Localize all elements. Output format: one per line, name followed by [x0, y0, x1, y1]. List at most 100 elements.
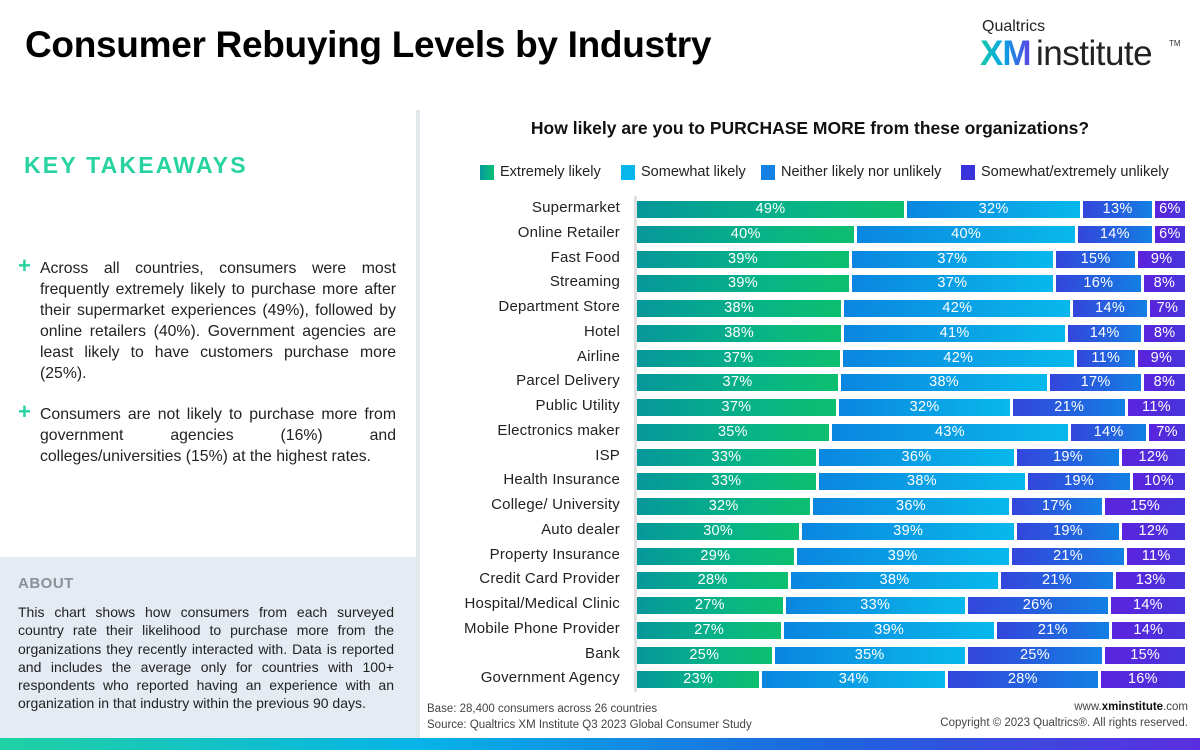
- bar-neither: 15%: [1055, 250, 1136, 268]
- footer-notes: Base: 28,400 consumers across 26 countri…: [427, 702, 752, 733]
- data-label: 7%: [1156, 423, 1178, 440]
- category-label: Public Utility: [535, 397, 620, 414]
- data-label: 28%: [1007, 671, 1038, 688]
- data-label: 33%: [860, 597, 891, 613]
- category-label: Airline: [576, 347, 620, 365]
- data-label: 33%: [711, 448, 742, 465]
- bar-unlikely: 6%: [1154, 225, 1185, 243]
- data-label: 28%: [697, 572, 728, 589]
- bar-unlikely: 12%: [1121, 522, 1185, 540]
- about-text: This chart shows how consumers from each…: [18, 604, 394, 712]
- data-label: 38%: [724, 300, 755, 316]
- data-label: 15%: [1130, 498, 1161, 514]
- data-label: 39%: [874, 621, 905, 638]
- legend-swatch: [761, 164, 775, 180]
- data-label: 38%: [724, 324, 755, 341]
- data-label: 37%: [722, 374, 753, 391]
- bar-neither: 19%: [1017, 448, 1119, 466]
- bar-unlikely: 8%: [1143, 275, 1185, 293]
- bar-somewhat-likely: 38%: [818, 473, 1026, 491]
- chart-title: How likely are you to PURCHASE MORE from…: [530, 118, 1090, 138]
- data-label: 10%: [1143, 473, 1174, 490]
- bar-unlikely: 15%: [1105, 646, 1185, 664]
- category-label: College/ University: [491, 496, 620, 513]
- website-link[interactable]: www.xminstitute.com: [940, 700, 1188, 716]
- data-label: 14%: [1095, 300, 1126, 316]
- copyright-text: Copyright © 2023 Qualtrics®. All rights …: [940, 716, 1188, 729]
- data-label: 25%: [1020, 646, 1050, 663]
- data-label: 36%: [901, 448, 932, 465]
- data-label: 37%: [723, 349, 754, 366]
- data-label: 32%: [708, 498, 739, 514]
- data-label: 14%: [1089, 324, 1120, 341]
- data-label: 41%: [939, 324, 970, 341]
- data-label: 19%: [1053, 448, 1083, 465]
- data-label: 37%: [937, 275, 968, 292]
- bar-unlikely: 6%: [1154, 201, 1185, 218]
- data-label: 14%: [1093, 423, 1124, 440]
- data-label: 25%: [689, 646, 720, 663]
- bar-neither: 14%: [1067, 324, 1142, 342]
- bar-unlikely: 11%: [1127, 399, 1185, 416]
- bar-extremely-likely: 35%: [637, 423, 829, 441]
- legend-item-extremely-likely: Extremely likely: [480, 162, 601, 182]
- bar-extremely-likely: 40%: [637, 225, 855, 243]
- data-label: 21%: [1042, 572, 1072, 589]
- data-label: 29%: [700, 547, 731, 564]
- bar-unlikely: 10%: [1132, 473, 1185, 491]
- plus-icon: +: [18, 253, 31, 278]
- legend-swatch: [621, 164, 635, 180]
- data-label: 38%: [879, 572, 910, 589]
- plus-icon: +: [18, 399, 31, 424]
- data-label: 32%: [909, 399, 940, 415]
- data-label: 12%: [1138, 448, 1169, 465]
- bar-extremely-likely: 32%: [637, 498, 811, 515]
- legend-swatch: [961, 164, 975, 180]
- category-label: Online Retailer: [517, 223, 620, 241]
- category-label: ISP: [595, 446, 620, 464]
- bar-unlikely: 8%: [1144, 324, 1185, 342]
- data-label: 15%: [1130, 646, 1161, 663]
- about-panel: ABOUT This chart shows how consumers fro…: [0, 557, 416, 745]
- stacked-bar-chart: Supermarket 49% 32% 13% 6% Online Retailer 40%…: [420, 196, 1200, 692]
- data-label: 11%: [1141, 547, 1171, 564]
- bar-somewhat-likely: 41%: [844, 324, 1065, 342]
- bar-neither: 14%: [1073, 300, 1147, 317]
- data-label: 33%: [711, 473, 742, 490]
- bar-somewhat-likely: 38%: [791, 572, 998, 590]
- bar-neither: 14%: [1077, 225, 1152, 243]
- data-label: 35%: [717, 423, 748, 440]
- data-label: 15%: [1080, 250, 1111, 267]
- legend-item-unlikely: Somewhat/extremely unlikely: [961, 162, 1169, 182]
- data-label: 11%: [1142, 399, 1171, 415]
- data-label: 9%: [1150, 349, 1173, 366]
- data-label: 13%: [1102, 201, 1133, 217]
- logo-xm-text: XM: [980, 34, 1031, 73]
- bar-neither: 11%: [1076, 349, 1135, 367]
- data-label: 17%: [1042, 498, 1072, 514]
- bar-unlikely: 14%: [1110, 597, 1185, 614]
- data-label: 9%: [1150, 250, 1173, 267]
- bar-unlikely: 7%: [1149, 423, 1185, 441]
- bar-neither: 28%: [947, 671, 1098, 689]
- bar-extremely-likely: 37%: [637, 374, 838, 392]
- category-label: Fast Food: [550, 248, 620, 266]
- bar-neither: 21%: [997, 621, 1109, 639]
- data-label: 39%: [887, 547, 918, 564]
- bar-extremely-likely: 39%: [637, 275, 849, 293]
- data-label: 19%: [1053, 522, 1083, 539]
- legend-swatch: [480, 164, 494, 180]
- data-label: 23%: [683, 671, 714, 688]
- bar-neither: 21%: [1013, 399, 1125, 416]
- takeaway-item: + Across all countries, consumers were m…: [18, 253, 396, 384]
- logo-trademark: TM: [1169, 39, 1181, 48]
- takeaway-text: Consumers are not likely to purchase mor…: [40, 406, 396, 465]
- panel-divider: [416, 110, 420, 740]
- data-label: 36%: [896, 498, 926, 514]
- base-note: Base: 28,400 consumers across 26 countri…: [427, 703, 658, 715]
- legend-label: Somewhat/extremely unlikely: [981, 164, 1169, 180]
- bar-somewhat-likely: 32%: [906, 201, 1081, 218]
- bar-unlikely: 9%: [1138, 250, 1185, 268]
- data-label: 13%: [1135, 572, 1166, 589]
- bar-somewhat-likely: 37%: [851, 250, 1053, 268]
